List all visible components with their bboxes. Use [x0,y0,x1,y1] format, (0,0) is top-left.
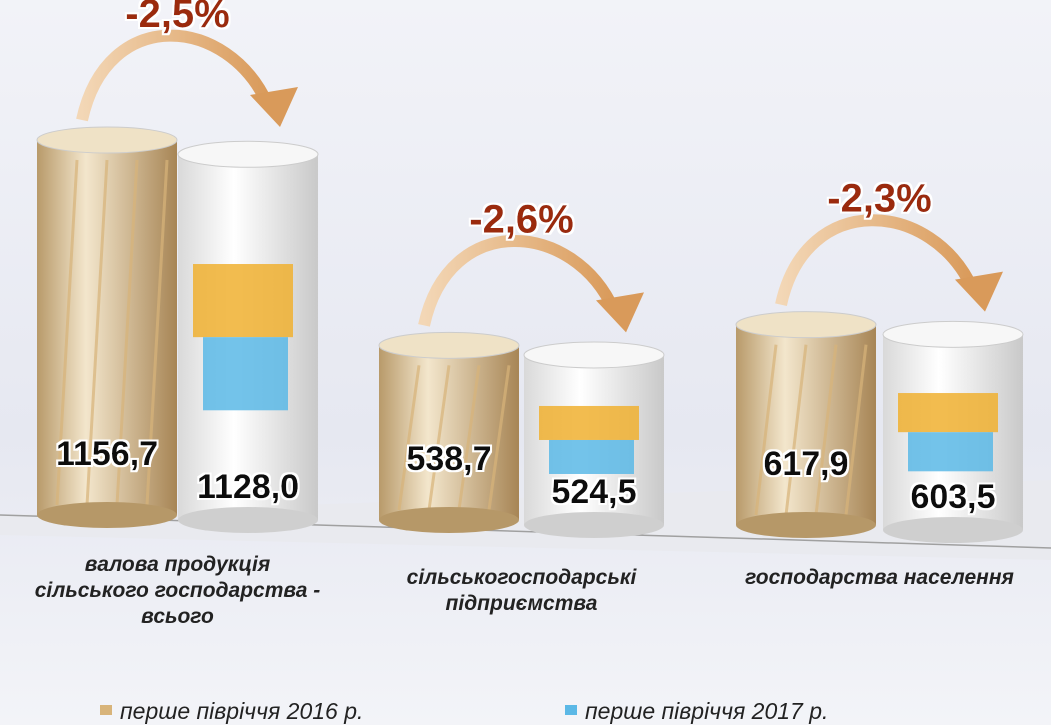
bar-pattern [898,393,998,432]
bar-bottom [37,502,177,528]
change-arrow [82,36,268,120]
value-label: 524,5 [551,473,636,511]
bar-bottom [524,512,664,538]
bar-top [736,312,876,338]
legend-swatch [565,705,577,715]
bar-bottom [883,517,1023,543]
bar-top [37,127,177,153]
legend-label: перше півріччя 2016 р. [120,698,363,725]
value-label: 603,5 [910,478,995,516]
value-label: 1156,7 [56,435,158,473]
bar-pattern [203,337,288,410]
category-label: сільськогосподарські підприємства [372,565,672,617]
change-arrow [781,220,973,304]
change-arrow [424,241,614,325]
bar-pattern [908,432,993,471]
change-label: -2,3% [827,177,932,221]
category-label: господарства населення [730,565,1030,591]
slide: 1156,7 1128,0 -2,5% 538,7 524,5 -2,6% 617,9 603… [0,0,1051,725]
category-label: валова продукція сільського господарства… [28,552,328,630]
legend-swatch [100,705,112,715]
bar-top [379,332,519,358]
bar-bottom [178,507,318,533]
value-label: 1128,0 [197,468,299,506]
value-label: 617,9 [763,445,848,483]
bar-top [524,342,664,368]
bar-bottom [379,507,519,533]
bar-pattern [193,264,293,337]
bar-top [178,141,318,167]
bar-top [883,321,1023,347]
bar-pattern [549,440,634,474]
bar-bottom [736,512,876,538]
change-label: -2,6% [469,197,574,241]
value-label: 538,7 [406,440,491,478]
legend-label: перше півріччя 2017 р. [585,698,828,725]
change-label: -2,5% [125,0,230,36]
bar-pattern [539,406,639,440]
